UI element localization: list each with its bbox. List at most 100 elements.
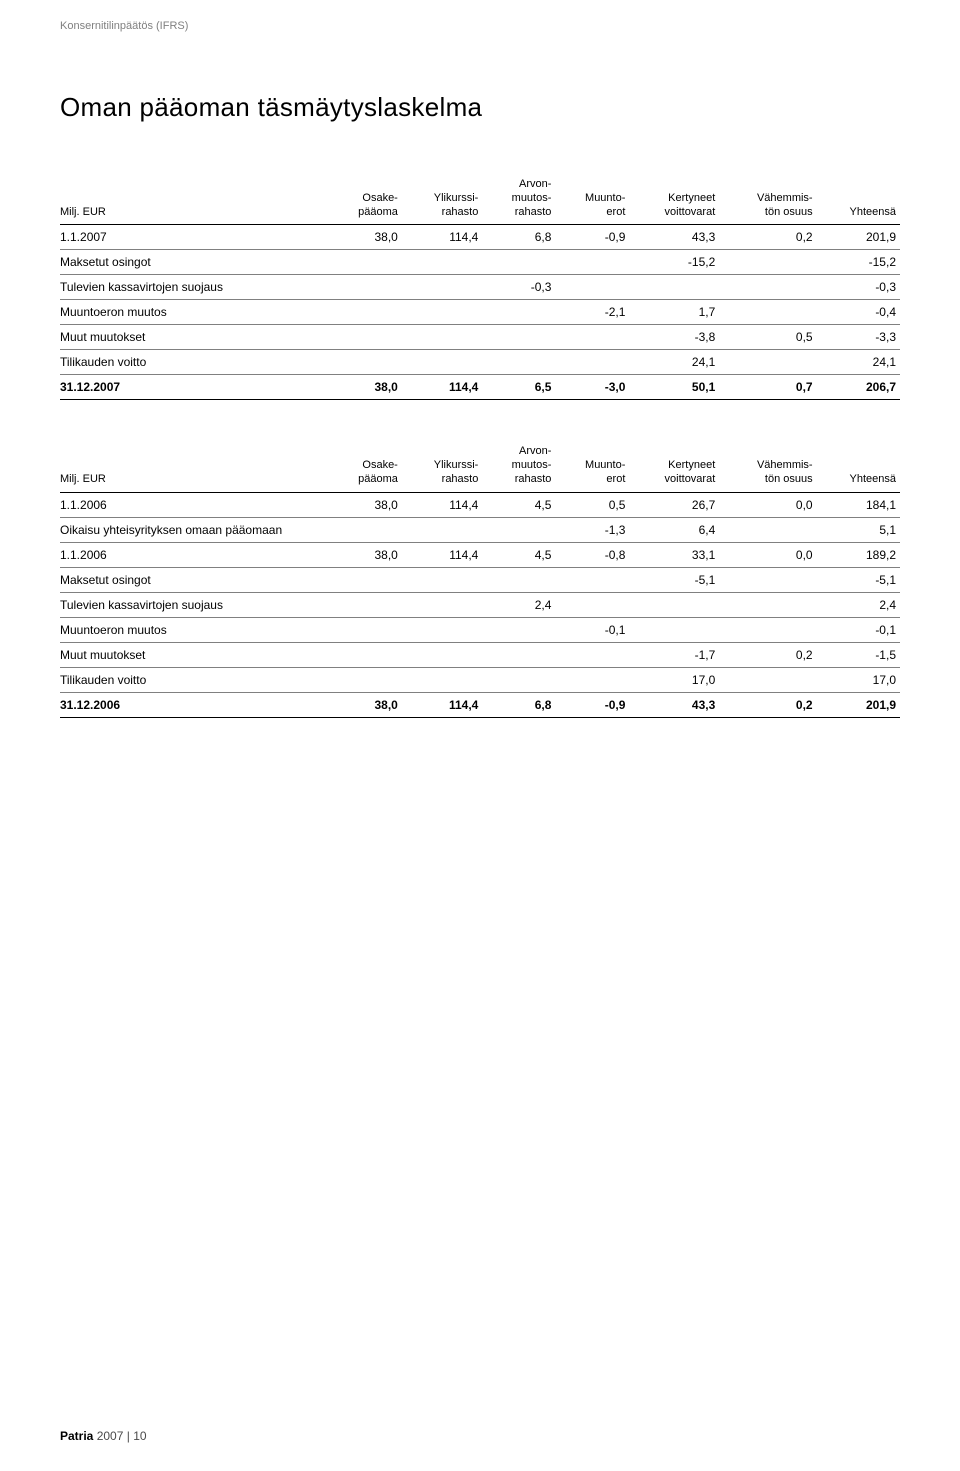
cell	[329, 275, 402, 300]
row-label: Tulevien kassavirtojen suojaus	[60, 592, 329, 617]
cell	[402, 250, 483, 275]
cell: 206,7	[817, 375, 900, 400]
cell	[719, 592, 816, 617]
col-header: Ylikurssi- rahasto	[402, 440, 483, 492]
cell	[719, 275, 816, 300]
page-title: Oman pääoman täsmäytyslaskelma	[60, 92, 900, 123]
col-header: Kertyneet voittovarat	[629, 440, 719, 492]
cell	[719, 667, 816, 692]
cell: 17,0	[629, 667, 719, 692]
cell: -0,4	[817, 300, 900, 325]
cell: 0,0	[719, 542, 816, 567]
cell	[402, 617, 483, 642]
table-row: Tilikauden voitto17,017,0	[60, 667, 900, 692]
table-row: Maksetut osingot-5,1-5,1	[60, 567, 900, 592]
cell	[329, 350, 402, 375]
cell: 2,4	[817, 592, 900, 617]
footer-page: 10	[133, 1429, 146, 1443]
cell	[402, 275, 483, 300]
cell: -1,7	[629, 642, 719, 667]
cell	[402, 592, 483, 617]
row-label: 31.12.2007	[60, 375, 329, 400]
table-row: Muut muutokset-3,80,5-3,3	[60, 325, 900, 350]
table-row: Tulevien kassavirtojen suojaus-0,3-0,3	[60, 275, 900, 300]
cell: 50,1	[629, 375, 719, 400]
col-header-label: Milj. EUR	[60, 440, 329, 492]
cell: -0,8	[555, 542, 629, 567]
cell: 0,0	[719, 492, 816, 517]
cell	[402, 667, 483, 692]
table-row: 1.1.200638,0114,44,5-0,833,10,0189,2	[60, 542, 900, 567]
cell: 26,7	[629, 492, 719, 517]
col-header: Muunto- erot	[555, 173, 629, 225]
col-header: Vähemmis- tön osuus	[719, 440, 816, 492]
cell	[482, 517, 555, 542]
cell: -0,9	[555, 692, 629, 717]
cell	[482, 617, 555, 642]
cell: 201,9	[817, 225, 900, 250]
cell: 17,0	[817, 667, 900, 692]
cell	[482, 567, 555, 592]
cell	[329, 517, 402, 542]
cell: 0,2	[719, 642, 816, 667]
cell: 38,0	[329, 492, 402, 517]
cell: 24,1	[629, 350, 719, 375]
cell: 189,2	[817, 542, 900, 567]
tables-container: Milj. EUROsake- pääomaYlikurssi- rahasto…	[60, 173, 900, 718]
cell: 1,7	[629, 300, 719, 325]
cell	[482, 250, 555, 275]
row-label: 1.1.2006	[60, 492, 329, 517]
cell	[629, 592, 719, 617]
cell	[555, 275, 629, 300]
cell	[329, 325, 402, 350]
cell: 33,1	[629, 542, 719, 567]
cell: -2,1	[555, 300, 629, 325]
cell	[329, 617, 402, 642]
cell: 4,5	[482, 492, 555, 517]
table-row: Tilikauden voitto24,124,1	[60, 350, 900, 375]
cell	[719, 350, 816, 375]
col-header: Muunto- erot	[555, 440, 629, 492]
cell: 6,8	[482, 225, 555, 250]
table-row: 1.1.200638,0114,44,50,526,70,0184,1	[60, 492, 900, 517]
row-label: Muuntoeron muutos	[60, 300, 329, 325]
cell	[329, 567, 402, 592]
cell	[329, 592, 402, 617]
cell	[329, 642, 402, 667]
col-header: Yhteensä	[817, 173, 900, 225]
cell: -15,2	[629, 250, 719, 275]
cell: -0,9	[555, 225, 629, 250]
cell	[402, 567, 483, 592]
footer-year: 2007	[97, 1429, 124, 1443]
row-label: Tilikauden voitto	[60, 350, 329, 375]
cell: -0,3	[482, 275, 555, 300]
cell: 6,4	[629, 517, 719, 542]
table-row: Muut muutokset-1,70,2-1,5	[60, 642, 900, 667]
row-label: Maksetut osingot	[60, 250, 329, 275]
col-header: Arvon- muutos- rahasto	[482, 173, 555, 225]
cell	[719, 617, 816, 642]
cell: 0,7	[719, 375, 816, 400]
cell	[482, 300, 555, 325]
cell: 114,4	[402, 692, 483, 717]
cell: -3,0	[555, 375, 629, 400]
cell: -0,1	[817, 617, 900, 642]
cell	[402, 300, 483, 325]
cell	[629, 617, 719, 642]
table-row: 1.1.200738,0114,46,8-0,943,30,2201,9	[60, 225, 900, 250]
table-row: Muuntoeron muutos-0,1-0,1	[60, 617, 900, 642]
row-label: Muut muutokset	[60, 325, 329, 350]
cell: 43,3	[629, 225, 719, 250]
cell: -3,8	[629, 325, 719, 350]
cell	[329, 250, 402, 275]
cell	[719, 250, 816, 275]
cell: 2,4	[482, 592, 555, 617]
cell	[482, 667, 555, 692]
cell: 201,9	[817, 692, 900, 717]
table-row: Maksetut osingot-15,2-15,2	[60, 250, 900, 275]
footer: Patria 2007 | 10	[60, 1429, 147, 1443]
cell: -1,5	[817, 642, 900, 667]
col-header: Ylikurssi- rahasto	[402, 173, 483, 225]
col-header: Arvon- muutos- rahasto	[482, 440, 555, 492]
row-label: 1.1.2007	[60, 225, 329, 250]
